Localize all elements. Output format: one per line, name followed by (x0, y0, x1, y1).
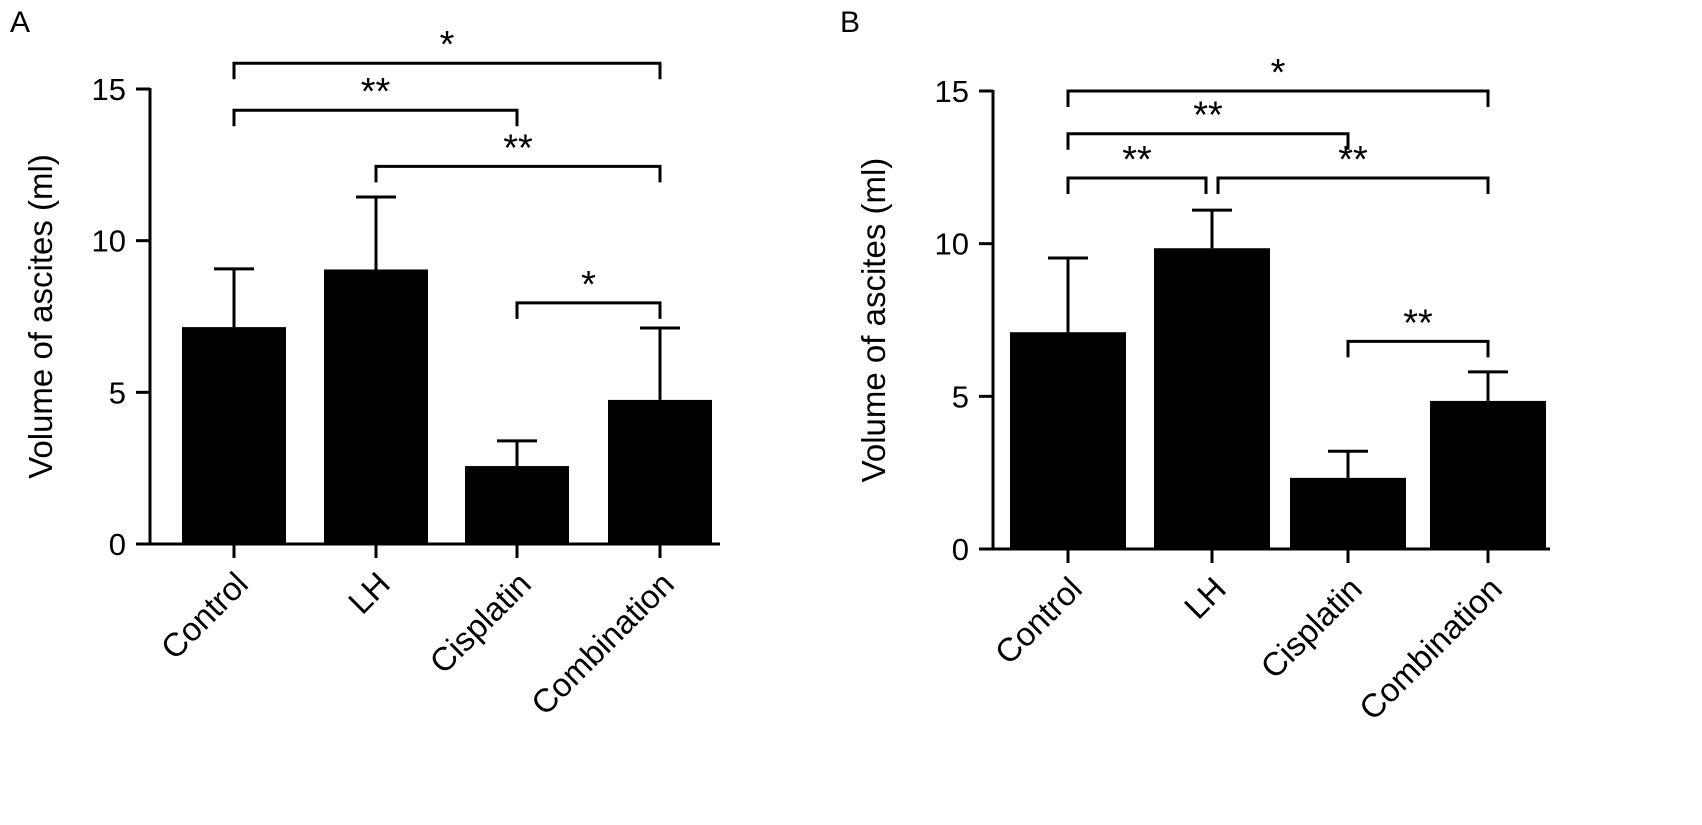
panel-label: A (10, 6, 30, 39)
y-tick-label: 10 (935, 227, 969, 262)
bar-control (1010, 332, 1126, 549)
x-tick-label: Control (154, 565, 255, 666)
significance-bracket (232, 108, 519, 127)
panel-label: B (840, 6, 860, 39)
significance-label: ** (361, 71, 391, 113)
x-tick-label: Combination (1352, 570, 1509, 727)
bar-lh (1154, 248, 1270, 549)
significance-bracket (1066, 89, 1490, 107)
significance-bracket (1066, 132, 1350, 150)
significance-label: ** (1193, 95, 1223, 137)
significance-bracket (1346, 339, 1490, 358)
y-tick-label: 15 (92, 72, 126, 107)
y-tick-label: 0 (952, 532, 969, 567)
chart-panel-a: A 0 5 10 15 Volume of ascites (ml) Control LH Ci… (10, 6, 720, 722)
bar-cisplatin (465, 466, 569, 544)
significance-bracket (374, 164, 662, 183)
x-tick-label: Control (988, 570, 1089, 671)
bar-cisplatin (1290, 477, 1406, 549)
y-tick-label: 5 (109, 375, 126, 410)
y-axis-title: Volume of ascites (ml) (22, 154, 59, 479)
x-tick-label: LH (341, 565, 397, 621)
significance-bracket (1216, 176, 1490, 195)
y-tick-label: 0 (109, 527, 126, 562)
y-axis-title: Volume of ascites (ml) (855, 158, 892, 483)
significance-bracket (515, 301, 662, 319)
x-tick-label: Combination (524, 565, 681, 722)
significance-label: * (1271, 52, 1286, 94)
significance-label: ** (503, 127, 533, 169)
significance-bracket (232, 61, 662, 80)
significance-label: * (581, 264, 596, 306)
chart-panel-b: B 0 5 10 15 Volume of ascites (ml) Control LH Ci… (840, 6, 1550, 727)
bar-combination (1430, 400, 1546, 549)
significance-label: * (440, 24, 455, 66)
significance-label: ** (1338, 139, 1368, 181)
y-tick-label: 5 (952, 379, 969, 414)
y-tick-label: 10 (92, 224, 126, 259)
bar-control (182, 327, 286, 544)
significance-label: ** (1122, 139, 1152, 181)
x-tick-label: Cisplatin (1253, 570, 1369, 686)
bar-lh (324, 269, 428, 544)
y-tick-label: 15 (935, 74, 969, 109)
significance-bracket (1066, 176, 1208, 195)
x-tick-label: Cisplatin (422, 565, 538, 681)
x-tick-label: LH (1177, 570, 1233, 626)
bar-combination (608, 399, 712, 544)
significance-label: ** (1403, 302, 1433, 344)
